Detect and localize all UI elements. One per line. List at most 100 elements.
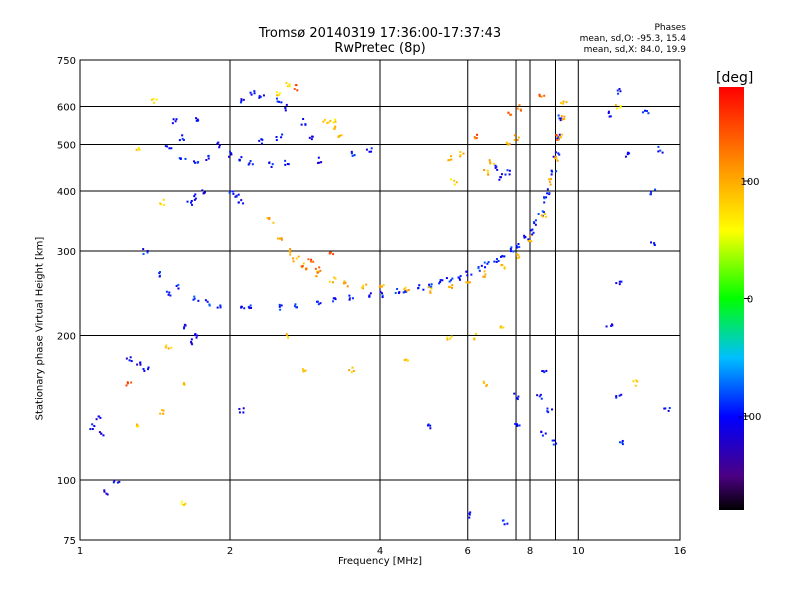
data-point <box>137 425 140 428</box>
data-point <box>142 248 145 251</box>
colorbar-tick-label: 100 <box>740 177 759 188</box>
data-point <box>146 250 149 253</box>
data-point <box>239 101 242 104</box>
data-point <box>515 244 518 247</box>
data-point <box>320 161 323 164</box>
data-point <box>544 213 547 216</box>
colorbar-unit-label: [deg] <box>716 70 754 86</box>
data-point <box>430 285 433 288</box>
data-point <box>240 99 243 102</box>
data-point <box>308 136 311 139</box>
data-point <box>541 210 544 213</box>
data-point <box>165 344 168 347</box>
data-point <box>203 191 206 194</box>
data-point <box>644 109 647 112</box>
data-point <box>453 179 456 182</box>
data-point <box>288 85 291 88</box>
data-point <box>216 142 219 145</box>
data-point <box>280 238 283 241</box>
data-point <box>228 191 231 194</box>
data-point <box>403 359 406 362</box>
data-point <box>205 159 208 162</box>
x-tick-label: 2 <box>227 546 233 557</box>
data-point <box>486 169 489 172</box>
data-point <box>352 369 355 372</box>
data-point <box>138 147 141 150</box>
data-point <box>451 284 454 287</box>
data-point <box>607 112 610 115</box>
y-tick-label: 200 <box>57 332 76 343</box>
data-point <box>561 133 564 136</box>
data-point <box>560 117 563 120</box>
data-point <box>449 286 452 289</box>
data-point <box>619 106 622 109</box>
data-point <box>136 425 139 428</box>
data-point <box>546 192 549 195</box>
data-point <box>650 190 653 193</box>
data-point <box>620 393 623 396</box>
data-point <box>473 338 476 341</box>
data-point <box>177 283 180 286</box>
data-point <box>466 281 469 284</box>
data-point <box>519 109 522 112</box>
data-point <box>285 81 288 84</box>
data-point <box>232 190 235 193</box>
data-point <box>538 93 541 96</box>
data-point <box>130 381 133 384</box>
data-point <box>162 412 165 415</box>
data-point <box>278 303 281 306</box>
data-point <box>304 369 307 372</box>
data-point <box>237 193 240 196</box>
data-point <box>547 411 550 414</box>
data-point <box>508 169 511 172</box>
data-point <box>218 144 221 147</box>
data-point <box>289 253 292 256</box>
data-point <box>506 169 509 172</box>
data-point <box>249 91 252 94</box>
data-point <box>523 234 526 237</box>
x-tick-label: 4 <box>377 546 383 557</box>
data-point <box>168 291 171 294</box>
data-point <box>653 242 656 245</box>
data-point <box>616 89 619 92</box>
data-point <box>181 137 184 140</box>
data-point <box>509 113 512 116</box>
data-point <box>296 89 299 92</box>
data-point <box>621 439 624 442</box>
data-point <box>527 238 530 241</box>
data-point <box>565 101 568 104</box>
data-point <box>98 431 101 434</box>
data-point <box>563 117 566 120</box>
data-point <box>278 92 281 95</box>
data-point <box>171 122 174 125</box>
data-point <box>516 246 519 249</box>
data-point <box>266 217 269 220</box>
data-point <box>253 90 256 93</box>
data-point <box>191 203 194 206</box>
data-point <box>546 407 549 410</box>
data-point <box>499 176 502 179</box>
data-point <box>484 266 487 269</box>
data-point <box>304 123 307 126</box>
data-point <box>95 418 98 421</box>
data-point <box>516 424 519 427</box>
data-point <box>242 411 245 414</box>
data-point <box>530 229 533 232</box>
data-point <box>365 283 368 286</box>
data-point <box>507 111 510 114</box>
data-point <box>405 358 408 361</box>
data-point <box>551 408 554 411</box>
data-point <box>89 428 92 431</box>
data-point <box>615 396 618 399</box>
data-point <box>182 138 185 141</box>
data-point <box>545 215 548 218</box>
data-point <box>128 359 131 362</box>
y-tick-label: 100 <box>57 476 76 487</box>
data-point <box>618 283 621 286</box>
data-point <box>126 382 129 385</box>
data-point <box>258 139 261 142</box>
data-point <box>194 197 197 200</box>
data-point <box>489 161 492 164</box>
data-point <box>250 93 253 96</box>
